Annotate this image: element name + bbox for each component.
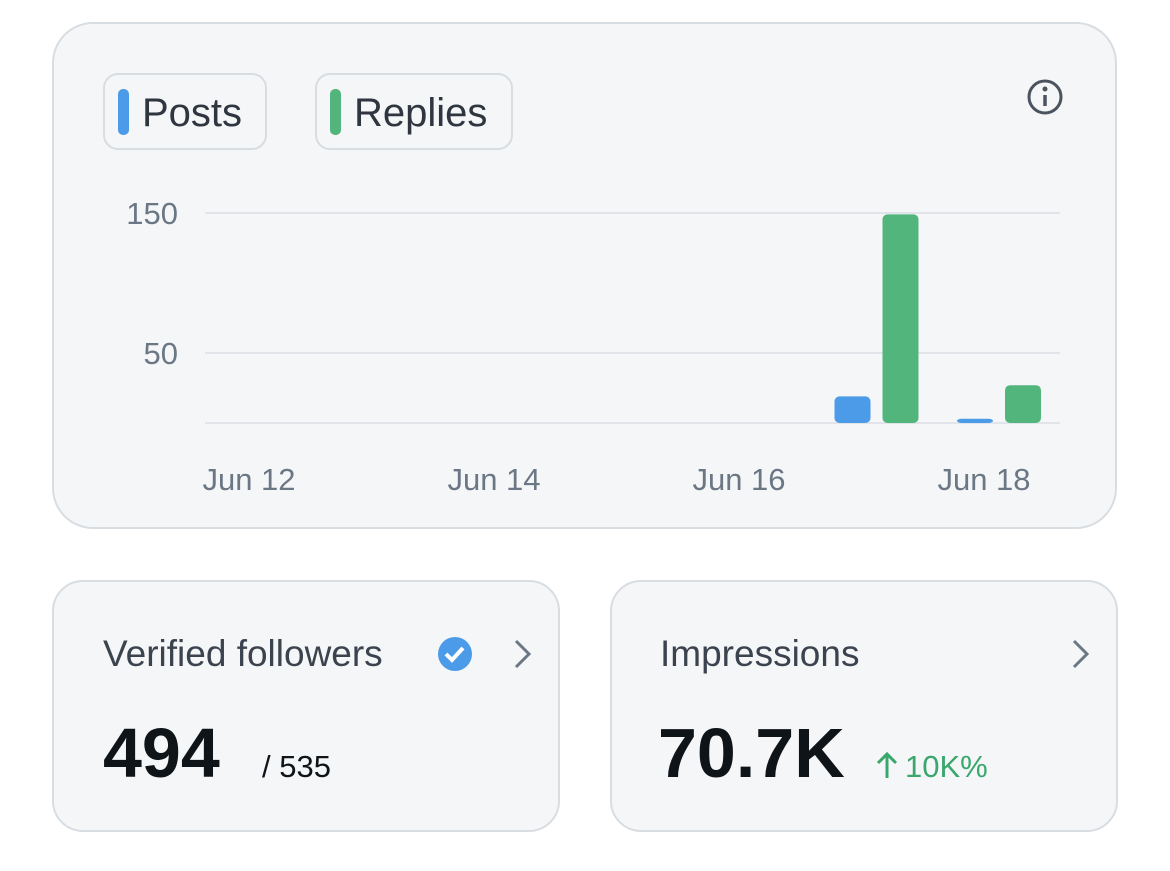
bar <box>957 418 993 423</box>
x-tick-label: Jun 18 <box>937 462 1030 497</box>
y-tick-label: 150 <box>126 196 178 231</box>
card-title: Impressions <box>660 633 859 674</box>
legend-label: Posts <box>142 91 242 135</box>
card-total: / 535 <box>262 749 331 784</box>
y-tick-label: 50 <box>144 336 178 371</box>
legend-item[interactable]: Replies <box>315 73 513 150</box>
verified-badge <box>438 637 472 671</box>
chevron <box>1072 639 1090 669</box>
followers-card[interactable] <box>52 580 560 832</box>
legend-chip <box>315 73 513 150</box>
legend-chip <box>103 73 267 150</box>
impressions-card[interactable] <box>610 580 1118 832</box>
bar <box>1005 385 1041 423</box>
legend-item[interactable]: Posts <box>103 73 267 150</box>
card-value: 70.7K <box>658 714 845 792</box>
x-tick-label: Jun 14 <box>447 462 540 497</box>
bar <box>882 214 919 423</box>
legend-label: Replies <box>354 91 487 135</box>
card-title: Verified followers <box>103 633 383 674</box>
card-change: 10K% <box>905 749 988 784</box>
x-tick-label: Jun 16 <box>692 462 785 497</box>
card-value: 494 <box>103 714 220 792</box>
info-icon[interactable] <box>1027 79 1063 115</box>
legend-swatch <box>330 89 341 135</box>
x-tick-label: Jun 12 <box>202 462 295 497</box>
legend-swatch <box>118 89 129 135</box>
chevron <box>514 639 532 669</box>
bar <box>834 396 871 423</box>
up-arrow <box>876 751 898 778</box>
